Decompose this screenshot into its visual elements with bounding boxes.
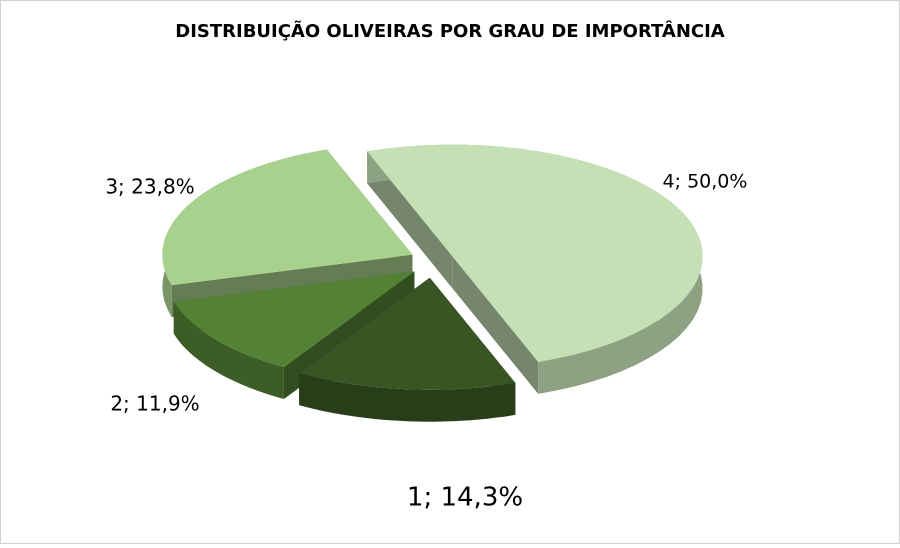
slice-top [173, 271, 415, 367]
data-label: 4; 50,0% [663, 171, 748, 193]
slice-top [367, 144, 703, 362]
data-label: 3; 23,8% [105, 175, 194, 199]
data-label: 2; 11,9% [110, 392, 199, 416]
slice [367, 144, 703, 394]
slice-side [299, 373, 516, 422]
slice-wall [452, 256, 539, 394]
chart-title: DISTRIBUIÇÃO OLIVEIRAS POR GRAU DE IMPOR… [175, 19, 725, 42]
slice-top [162, 149, 413, 286]
data-label: 1; 14,3% [407, 483, 523, 513]
slice [299, 277, 516, 422]
slice-top [299, 277, 516, 390]
slice-side [173, 301, 284, 399]
slice-wall [367, 151, 453, 289]
